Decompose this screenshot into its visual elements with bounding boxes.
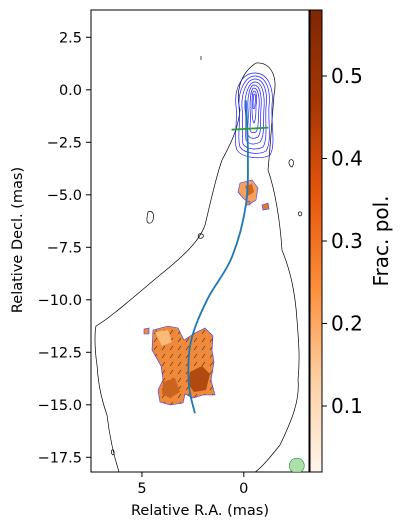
colorbar-tick-label: 0.2 bbox=[331, 312, 363, 336]
plot-contents bbox=[94, 56, 305, 472]
pol-patch-small-west bbox=[143, 327, 150, 335]
y-tick-label: 2.5 bbox=[59, 30, 82, 46]
core-contours bbox=[235, 72, 274, 159]
y-axis-label: Relative Decl. (mas) bbox=[10, 167, 26, 313]
polarization-patches bbox=[143, 179, 270, 406]
colorbar-gradient bbox=[309, 9, 323, 473]
x-tick-label: 5 bbox=[137, 481, 146, 497]
small-contour-1 bbox=[146, 211, 154, 224]
colorbar-tick-label: 0.3 bbox=[331, 229, 363, 253]
x-axis-label: Relative R.A. (mas) bbox=[131, 503, 269, 519]
y-tick-label: −12.5 bbox=[38, 345, 82, 361]
colorbar-tick-label: 0.1 bbox=[331, 394, 363, 418]
y-tick-label: −2.5 bbox=[47, 135, 82, 151]
pol-patch-dark-1 bbox=[188, 366, 210, 392]
y-tick-label: −15.0 bbox=[38, 398, 82, 414]
small-contour-2 bbox=[197, 233, 204, 239]
small-contour-5 bbox=[110, 449, 115, 456]
small-contour-3 bbox=[288, 159, 294, 168]
y-tick-label: −10.0 bbox=[38, 293, 82, 309]
colorbar: 0.1 0.2 0.3 0.4 0.5 Frac. pol. bbox=[309, 9, 393, 473]
outer-intensity-contour bbox=[94, 62, 300, 472]
small-contour-4 bbox=[297, 211, 303, 217]
colorbar-ticks: 0.1 0.2 0.3 0.4 0.5 bbox=[322, 64, 363, 418]
y-tick-label: −7.5 bbox=[47, 240, 82, 256]
pol-patch-east-small bbox=[261, 202, 270, 211]
pol-patch-dark-2 bbox=[162, 378, 180, 398]
y-tick-label: −17.5 bbox=[38, 450, 82, 466]
y-tick-label: 0.0 bbox=[59, 83, 82, 99]
x-tick-label: 0 bbox=[239, 481, 248, 497]
plot-frame bbox=[90, 9, 310, 473]
colorbar-label: Frac. pol. bbox=[369, 195, 393, 286]
ridge-line bbox=[187, 100, 249, 414]
colorbar-tick-label: 0.5 bbox=[331, 64, 363, 88]
y-tick-label: −5.0 bbox=[47, 188, 82, 204]
pol-patch-light-1 bbox=[155, 330, 172, 346]
beam-marker bbox=[288, 457, 305, 472]
colorbar-tick-label: 0.4 bbox=[331, 147, 363, 171]
cross-line bbox=[231, 126, 269, 131]
y-axis-ticks: 2.5 0.0 −2.5 −5.0 −7.5 −10.0 −12.5 −15.0 −17.5 bbox=[38, 30, 91, 466]
